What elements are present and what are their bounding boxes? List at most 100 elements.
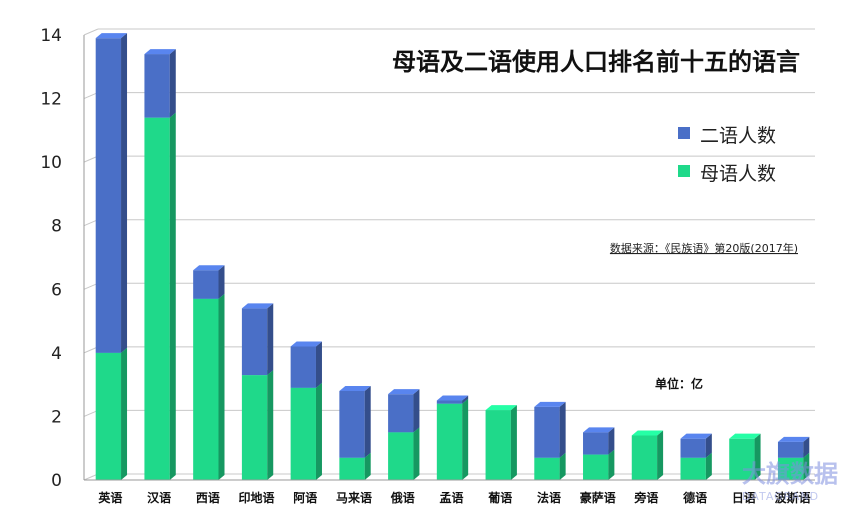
bar-top	[534, 401, 566, 407]
bar-top	[583, 427, 615, 433]
bar-segment	[680, 433, 712, 458]
x-tick-label: 西语	[196, 490, 220, 505]
legend-swatch-second-language	[678, 127, 690, 139]
bar-side	[413, 389, 420, 433]
gridline-depth	[83, 282, 99, 290]
bar-side	[559, 401, 566, 458]
legend-label-second-language: 二语人数	[700, 125, 776, 147]
x-tick-label: 波斯语	[775, 490, 811, 505]
bar-side	[608, 449, 615, 480]
x-tick-label: 德语	[683, 490, 707, 505]
gridline-depth	[83, 409, 99, 417]
bar-top	[680, 433, 712, 439]
x-tick-label: 日语	[732, 490, 756, 505]
bar-side	[510, 405, 517, 480]
bar-side	[803, 452, 810, 480]
bar-segment	[339, 386, 371, 458]
legend: 二语人数 母语人数	[678, 125, 776, 185]
gridline-depth	[83, 155, 99, 163]
bar-segment	[290, 341, 322, 388]
x-tick-label: 旁语	[633, 490, 658, 505]
x-tick-label: 豪萨语	[580, 490, 616, 505]
x-tick-label: 俄语	[390, 490, 415, 505]
x-tick-label: 印地语	[239, 490, 275, 505]
gridline-depth	[83, 219, 99, 227]
y-tick-label: 12	[40, 90, 62, 110]
bar-top	[193, 265, 225, 271]
bar-front	[241, 308, 268, 376]
bar-side	[121, 33, 128, 353]
bar-side	[559, 452, 566, 480]
bar-segment	[729, 433, 761, 480]
bar-front	[95, 352, 122, 480]
bar-front	[95, 38, 122, 353]
bar-front	[193, 298, 219, 480]
bar-side	[169, 112, 176, 481]
legend-swatch-native-language	[678, 165, 690, 177]
bar-front	[631, 435, 658, 480]
watermark: 大旗数据 DATAGRAND	[742, 460, 838, 503]
bar-front	[193, 270, 219, 299]
x-tick-label: 马来语	[336, 490, 372, 505]
bar-top	[436, 395, 469, 401]
bar-segment	[436, 398, 469, 480]
bar-segment	[583, 427, 615, 455]
watermark-subtext: DATAGRAND	[742, 490, 819, 503]
y-tick-label: 8	[51, 217, 62, 237]
x-tick-label: 汉语	[147, 490, 171, 505]
bar-segment	[144, 49, 176, 118]
bar-front	[436, 400, 463, 404]
bar-segment	[193, 293, 225, 480]
bar-side	[608, 427, 615, 455]
bar-front	[583, 454, 609, 480]
bar-front	[388, 394, 414, 433]
bar-segment	[436, 395, 469, 404]
bar-front	[436, 403, 463, 480]
bar-top	[388, 389, 420, 395]
bar-side	[267, 370, 274, 480]
bars	[95, 33, 810, 481]
bar-segment	[95, 33, 128, 353]
bar-side	[218, 265, 225, 299]
bar-side	[754, 433, 761, 480]
bar-segment	[95, 347, 128, 480]
gridline-depth	[83, 473, 99, 481]
bar-front	[534, 406, 560, 458]
gridline-depth	[83, 28, 99, 36]
bar-front	[534, 457, 560, 480]
bar-side	[364, 386, 371, 458]
bar-segment	[388, 427, 420, 480]
bar-front	[680, 457, 706, 480]
bar-segment	[777, 436, 810, 458]
bar-top	[241, 303, 274, 309]
legend-label-native-language: 母语人数	[700, 163, 776, 185]
y-tick-label: 4	[51, 344, 62, 364]
bar-segment	[241, 370, 274, 480]
bar-front	[290, 346, 316, 388]
x-tick-label: 法语	[537, 490, 561, 505]
bar-front	[290, 387, 316, 480]
y-tick-label: 6	[51, 280, 62, 300]
bar-front	[583, 432, 609, 455]
bar-segment	[534, 401, 566, 458]
bar-front	[777, 457, 804, 480]
bar-front	[339, 391, 365, 458]
bar-side	[218, 293, 225, 480]
gridline-depth	[83, 346, 99, 354]
source-note: 数据来源：《民族语》第20版(2017年)	[610, 241, 798, 255]
bar-side	[364, 452, 371, 480]
bar-side	[121, 347, 128, 480]
x-tick-label: 孟语	[439, 490, 463, 505]
bar-segment	[290, 382, 322, 480]
bar-top	[144, 49, 176, 55]
bar-front	[241, 375, 268, 480]
x-tick-label: 阿语	[293, 490, 317, 505]
bar-front	[729, 438, 755, 480]
y-axis: 0 2 4 6 8 10 12 14	[40, 26, 85, 491]
bar-front	[485, 410, 511, 480]
chart-title: 母语及二语使用人口排名前十五的语言	[392, 48, 800, 76]
y-tick-label: 2	[51, 407, 62, 427]
bar-front	[339, 457, 365, 480]
bar-side	[462, 398, 469, 480]
